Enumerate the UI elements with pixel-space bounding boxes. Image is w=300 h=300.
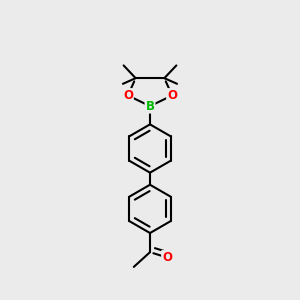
Text: O: O: [162, 251, 172, 264]
Text: O: O: [123, 89, 133, 102]
Text: O: O: [167, 89, 177, 102]
Text: B: B: [146, 100, 154, 112]
